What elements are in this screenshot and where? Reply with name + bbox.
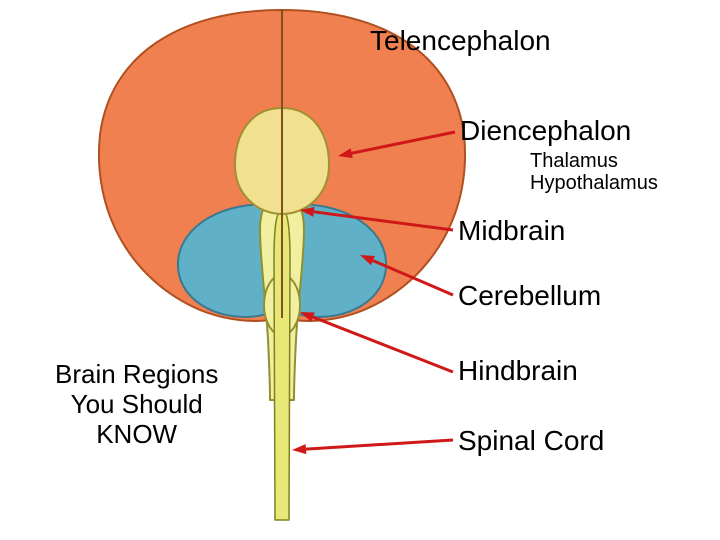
title-line-1: Brain Regions — [55, 360, 218, 390]
label-thalamus: Thalamus — [530, 150, 658, 172]
label-hindbrain: Hindbrain — [458, 355, 578, 387]
label-hypothalamus: Hypothalamus — [530, 172, 658, 194]
diagram-title: Brain Regions You Should KNOW — [55, 360, 218, 450]
label-cerebellum: Cerebellum — [458, 280, 601, 312]
label-midbrain: Midbrain — [458, 215, 565, 247]
label-spinal-cord: Spinal Cord — [458, 425, 604, 457]
label-telencephalon: Telencephalon — [370, 25, 551, 57]
title-line-2: You Should — [55, 390, 218, 420]
label-thalamus-block: Thalamus Hypothalamus — [530, 150, 658, 194]
brain-diagram — [0, 0, 720, 540]
title-line-3: KNOW — [55, 420, 218, 450]
label-diencephalon: Diencephalon — [460, 115, 631, 147]
